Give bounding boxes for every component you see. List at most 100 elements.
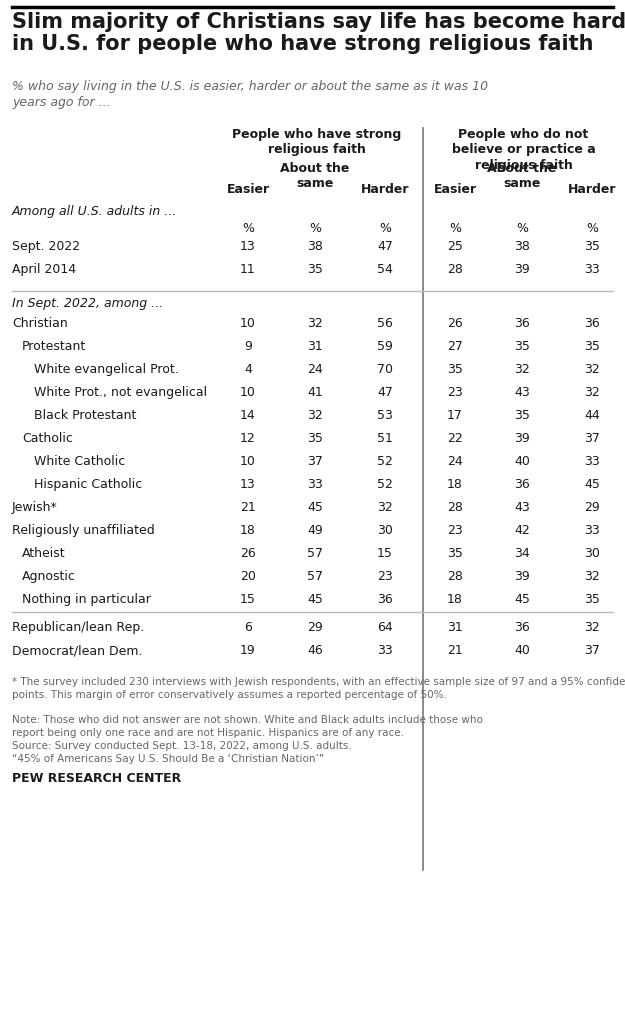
Text: White Prot., not evangelical: White Prot., not evangelical (34, 386, 207, 399)
Text: 6: 6 (244, 621, 252, 634)
Text: Nothing in particular: Nothing in particular (22, 593, 151, 606)
Text: 51: 51 (377, 432, 393, 445)
Text: 10: 10 (240, 317, 256, 330)
Text: 10: 10 (240, 455, 256, 468)
Text: 47: 47 (377, 240, 393, 253)
Text: 18: 18 (447, 478, 463, 491)
Text: 10: 10 (240, 386, 256, 399)
Text: 4: 4 (244, 363, 252, 376)
Text: 32: 32 (584, 621, 600, 634)
Text: 45: 45 (307, 593, 323, 606)
Text: %: % (379, 222, 391, 235)
Text: 45: 45 (514, 593, 530, 606)
Text: 32: 32 (584, 363, 600, 376)
Text: 15: 15 (240, 593, 256, 606)
Text: 64: 64 (377, 621, 393, 634)
Text: Jewish*: Jewish* (12, 501, 58, 514)
Text: Source: Survey conducted Sept. 13-18, 2022, among U.S. adults.: Source: Survey conducted Sept. 13-18, 20… (12, 741, 352, 751)
Text: %: % (449, 222, 461, 235)
Text: 33: 33 (584, 263, 600, 276)
Text: Black Protestant: Black Protestant (34, 409, 136, 422)
Text: 25: 25 (447, 240, 463, 253)
Text: 32: 32 (307, 409, 323, 422)
Text: PEW RESEARCH CENTER: PEW RESEARCH CENTER (12, 772, 181, 785)
Text: 32: 32 (377, 501, 393, 514)
Text: People who have strong
religious faith: People who have strong religious faith (232, 128, 401, 157)
Text: %: % (516, 222, 528, 235)
Text: 15: 15 (377, 547, 393, 560)
Text: 20: 20 (240, 570, 256, 583)
Text: 35: 35 (584, 340, 600, 353)
Text: April 2014: April 2014 (12, 263, 76, 276)
Text: 33: 33 (377, 644, 393, 657)
Text: 36: 36 (514, 317, 530, 330)
Text: 21: 21 (240, 501, 256, 514)
Text: 44: 44 (584, 409, 600, 422)
Text: 21: 21 (447, 644, 463, 657)
Text: 52: 52 (377, 455, 393, 468)
Text: 33: 33 (307, 478, 323, 491)
Text: %: % (242, 222, 254, 235)
Text: 36: 36 (514, 478, 530, 491)
Text: 59: 59 (377, 340, 393, 353)
Text: Slim majority of Christians say life has become harder
in U.S. for people who ha: Slim majority of Christians say life has… (12, 12, 625, 54)
Text: 17: 17 (447, 409, 463, 422)
Text: Harder: Harder (361, 183, 409, 196)
Text: 40: 40 (514, 455, 530, 468)
Text: 57: 57 (307, 547, 323, 560)
Text: 45: 45 (307, 501, 323, 514)
Text: 31: 31 (447, 621, 463, 634)
Text: 35: 35 (514, 409, 530, 422)
Text: 32: 32 (584, 386, 600, 399)
Text: 37: 37 (584, 644, 600, 657)
Text: %: % (586, 222, 598, 235)
Text: 35: 35 (447, 363, 463, 376)
Text: 30: 30 (377, 524, 393, 537)
Text: 35: 35 (584, 240, 600, 253)
Text: 32: 32 (514, 363, 530, 376)
Text: 40: 40 (514, 644, 530, 657)
Text: 39: 39 (514, 570, 530, 583)
Text: Agnostic: Agnostic (22, 570, 76, 583)
Text: 28: 28 (447, 501, 463, 514)
Text: 43: 43 (514, 501, 530, 514)
Text: 22: 22 (447, 432, 463, 445)
Text: 26: 26 (240, 547, 256, 560)
Text: Easier: Easier (434, 183, 477, 196)
Text: Atheist: Atheist (22, 547, 66, 560)
Text: 19: 19 (240, 644, 256, 657)
Text: 23: 23 (377, 570, 393, 583)
Text: % who say living in the U.S. is easier, harder or about the same as it was 10
ye: % who say living in the U.S. is easier, … (12, 80, 488, 109)
Text: 31: 31 (307, 340, 323, 353)
Text: About the
same: About the same (488, 162, 557, 190)
Text: 32: 32 (584, 570, 600, 583)
Text: Sept. 2022: Sept. 2022 (12, 240, 80, 253)
Text: 41: 41 (307, 386, 323, 399)
Text: White Catholic: White Catholic (34, 455, 125, 468)
Text: 56: 56 (377, 317, 393, 330)
Text: 36: 36 (514, 621, 530, 634)
Text: Easier: Easier (226, 183, 269, 196)
Text: In Sept. 2022, among ...: In Sept. 2022, among ... (12, 297, 163, 310)
Text: Republican/lean Rep.: Republican/lean Rep. (12, 621, 144, 634)
Text: 28: 28 (447, 570, 463, 583)
Text: 18: 18 (240, 524, 256, 537)
Text: 52: 52 (377, 478, 393, 491)
Text: 24: 24 (307, 363, 323, 376)
Text: 26: 26 (447, 317, 463, 330)
Text: 38: 38 (514, 240, 530, 253)
Text: 37: 37 (307, 455, 323, 468)
Text: 36: 36 (377, 593, 393, 606)
Text: 45: 45 (584, 478, 600, 491)
Text: 11: 11 (240, 263, 256, 276)
Text: 36: 36 (584, 317, 600, 330)
Text: Note: Those who did not answer are not shown. White and Black adults include tho: Note: Those who did not answer are not s… (12, 715, 483, 738)
Text: 35: 35 (514, 340, 530, 353)
Text: 13: 13 (240, 240, 256, 253)
Text: 24: 24 (447, 455, 463, 468)
Text: 27: 27 (447, 340, 463, 353)
Text: 49: 49 (307, 524, 323, 537)
Text: 54: 54 (377, 263, 393, 276)
Text: 12: 12 (240, 432, 256, 445)
Text: 35: 35 (584, 593, 600, 606)
